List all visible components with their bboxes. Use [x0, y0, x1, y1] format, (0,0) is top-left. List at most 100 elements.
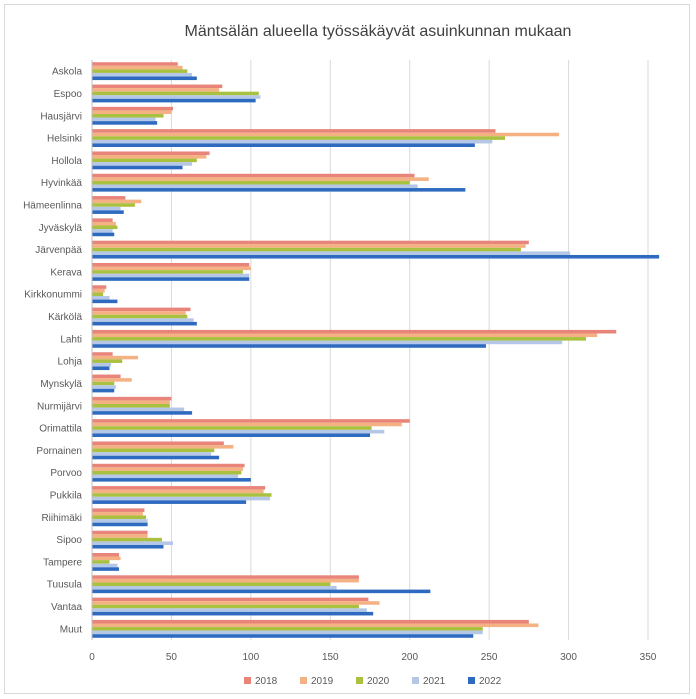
bar-2019[interactable] [92, 132, 560, 137]
bar-2018[interactable] [92, 151, 210, 156]
bar-2022[interactable] [92, 411, 193, 415]
bar-2018[interactable] [92, 553, 120, 557]
bar-2021[interactable] [92, 362, 112, 367]
bar-2019[interactable] [92, 288, 105, 293]
bar-2018[interactable] [92, 263, 250, 267]
bar-2019[interactable] [92, 199, 142, 204]
bar-2020[interactable] [92, 113, 164, 118]
bar-2021[interactable] [92, 519, 148, 523]
bar-2018[interactable] [92, 106, 174, 111]
bar-2020[interactable] [92, 292, 104, 297]
bar-2018[interactable] [92, 486, 266, 490]
bar-2018[interactable] [92, 218, 113, 222]
bar-2018[interactable] [92, 619, 529, 624]
legend-item-2019[interactable]: 2019 [300, 676, 334, 687]
bar-2021[interactable] [92, 318, 194, 322]
bar-2019[interactable] [92, 534, 148, 538]
bar-2022[interactable] [92, 188, 466, 192]
bar-2018[interactable] [92, 508, 145, 512]
bar-2020[interactable] [92, 627, 483, 631]
bar-2022[interactable] [92, 76, 197, 81]
bar-2019[interactable] [92, 623, 539, 628]
bar-2020[interactable] [92, 69, 188, 73]
bar-2018[interactable] [92, 530, 148, 535]
bar-2022[interactable] [92, 232, 115, 237]
bar-2019[interactable] [92, 445, 234, 449]
bar-2022[interactable] [92, 522, 148, 527]
bar-2020[interactable] [92, 314, 188, 319]
bar-2021[interactable] [92, 206, 121, 211]
bar-2018[interactable] [92, 352, 113, 356]
bar-2020[interactable] [92, 91, 259, 96]
bar-2022[interactable] [92, 567, 120, 571]
bar-2022[interactable] [92, 366, 110, 371]
legend[interactable]: 2018 2019 2020 2021 2022 [244, 676, 502, 687]
bar-2022[interactable] [92, 388, 115, 393]
bar-2022[interactable] [92, 321, 197, 326]
bar-2022[interactable] [92, 165, 183, 170]
bar-2021[interactable] [92, 541, 174, 545]
bar-2022[interactable] [92, 98, 256, 103]
bar-2018[interactable] [92, 240, 529, 245]
bar-2019[interactable] [92, 511, 143, 516]
bar-2020[interactable] [92, 180, 410, 185]
bar-2020[interactable] [92, 448, 215, 453]
bar-2018[interactable] [92, 463, 245, 468]
bar-2021[interactable] [92, 496, 270, 501]
bar-2018[interactable] [92, 196, 126, 200]
bar-2020[interactable] [92, 136, 506, 140]
bar-2021[interactable] [92, 563, 118, 568]
bar-2022[interactable] [92, 544, 164, 549]
bar-2020[interactable] [92, 359, 123, 363]
bar-2021[interactable] [92, 251, 571, 255]
bar-2022[interactable] [92, 611, 374, 616]
bar-2021[interactable] [92, 474, 239, 479]
bar-2019[interactable] [92, 556, 121, 561]
bar-2019[interactable] [92, 110, 172, 114]
bar-2021[interactable] [92, 385, 116, 389]
bar-2022[interactable] [92, 433, 370, 437]
bar-2019[interactable] [92, 311, 186, 315]
bar-2019[interactable] [92, 244, 526, 248]
bar-2022[interactable] [92, 634, 474, 638]
bar-2020[interactable] [92, 225, 118, 230]
bar-2018[interactable] [92, 597, 369, 602]
bar-2020[interactable] [92, 560, 110, 564]
bar-2021[interactable] [92, 117, 156, 122]
bar-2022[interactable] [92, 455, 220, 460]
bar-2020[interactable] [92, 426, 372, 430]
bar-2018[interactable] [92, 396, 172, 401]
bar-2022[interactable] [92, 344, 486, 348]
bar-2019[interactable] [92, 177, 429, 181]
bar-2021[interactable] [92, 72, 193, 77]
bar-2022[interactable] [92, 210, 124, 214]
bar-2019[interactable] [92, 355, 139, 360]
bar-2020[interactable] [92, 403, 170, 408]
bar-2021[interactable] [92, 586, 337, 590]
bar-2019[interactable] [92, 601, 380, 605]
bar-2020[interactable] [92, 337, 587, 341]
bar-2022[interactable] [92, 254, 660, 259]
bar-2018[interactable] [92, 307, 191, 312]
bar-2019[interactable] [92, 378, 132, 382]
bar-2021[interactable] [92, 184, 418, 189]
bar-2018[interactable] [92, 129, 496, 133]
bar-2021[interactable] [92, 630, 483, 635]
bar-2018[interactable] [92, 441, 224, 446]
bar-2021[interactable] [92, 429, 385, 434]
bar-2020[interactable] [92, 515, 147, 520]
bar-2022[interactable] [92, 478, 251, 482]
bar-2020[interactable] [92, 604, 359, 609]
bar-2022[interactable] [92, 589, 431, 594]
bar-2022[interactable] [92, 277, 250, 281]
legend-item-2021[interactable]: 2021 [412, 676, 446, 687]
bar-2018[interactable] [92, 84, 223, 89]
bar-2021[interactable] [92, 229, 113, 233]
bar-2018[interactable] [92, 173, 415, 178]
bar-2021[interactable] [92, 139, 493, 144]
bar-2020[interactable] [92, 247, 521, 252]
bar-2018[interactable] [92, 575, 359, 579]
bar-2021[interactable] [92, 340, 563, 345]
bar-2018[interactable] [92, 374, 121, 379]
bar-2020[interactable] [92, 270, 243, 274]
